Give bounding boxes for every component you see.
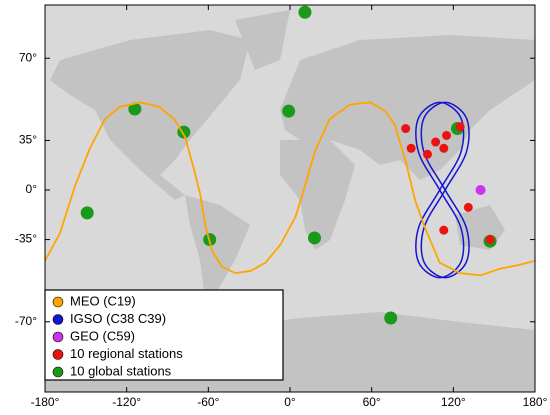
legend-label: 10 global stations	[70, 363, 172, 378]
station	[422, 149, 432, 159]
x-tick-label: 0°	[284, 395, 296, 409]
station	[442, 130, 452, 140]
station	[439, 225, 449, 235]
legend-label: IGSO (C38 C39)	[70, 311, 166, 326]
legend-box	[44, 289, 284, 381]
station	[431, 137, 441, 147]
station	[308, 231, 321, 245]
y-tick-label: 35°	[19, 133, 37, 147]
station	[298, 5, 312, 19]
station	[455, 122, 465, 132]
station	[463, 202, 473, 212]
legend-label: 10 regional stations	[70, 346, 183, 361]
y-tick-label: 70°	[19, 50, 37, 64]
station	[80, 206, 94, 220]
orbit-track	[415, 101, 465, 279]
orbit-track	[420, 101, 470, 279]
legend-label: MEO (C19)	[70, 293, 136, 308]
orbit-track	[45, 101, 535, 277]
station	[384, 311, 398, 325]
x-tick-label: -60°	[197, 395, 219, 409]
legend-swatch	[52, 296, 64, 308]
x-tick-label: 60°	[363, 395, 381, 409]
y-tick-label: 0°	[26, 182, 38, 196]
station	[128, 102, 142, 116]
station	[439, 143, 449, 153]
station	[282, 104, 296, 118]
legend-swatch	[52, 331, 64, 343]
y-tick-label: -70°	[15, 314, 37, 328]
x-tick-label: 180°	[523, 395, 548, 409]
x-tick-label: -180°	[31, 395, 60, 409]
station	[485, 235, 495, 245]
legend-swatch	[52, 349, 64, 360]
station	[406, 143, 416, 153]
y-tick-label: -35°	[15, 232, 37, 246]
station	[475, 184, 486, 195]
legend-swatch	[52, 314, 64, 325]
x-tick-label: 120°	[441, 395, 466, 409]
x-tick-label: -120°	[112, 395, 141, 409]
station	[401, 124, 411, 134]
legend-label: GEO (C59)	[70, 328, 135, 343]
legend-swatch	[52, 366, 64, 378]
